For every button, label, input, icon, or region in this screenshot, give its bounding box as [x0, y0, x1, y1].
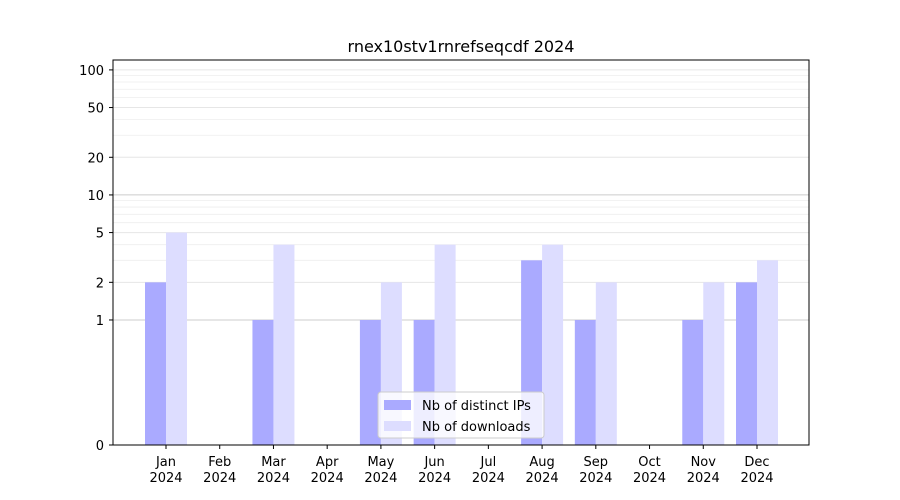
- x-tick-label-year: 2024: [472, 471, 505, 486]
- bar-downloads-aug: [542, 244, 564, 445]
- legend-swatch: [384, 400, 411, 410]
- bar-downloads-dec: [757, 260, 778, 445]
- bars: [145, 232, 778, 445]
- bar-distinct-ips-may: [359, 319, 381, 445]
- bar-downloads-mar: [273, 244, 295, 445]
- bar-distinct-ips-mar: [252, 319, 274, 445]
- legend-box: [377, 391, 545, 439]
- x-tick-label-year: 2024: [579, 471, 612, 486]
- x-tick-label-year: 2024: [418, 471, 451, 486]
- x-tick-label-year: 2024: [149, 471, 182, 486]
- x-tick-label-year: 2024: [526, 471, 559, 486]
- x-tick-label-month: Jan: [155, 455, 176, 470]
- x-tick-label-month: Jul: [480, 455, 497, 470]
- axes: 0125102050100Jan2024Feb2024Mar2024Apr202…: [79, 59, 810, 486]
- chart-title: rnex10stv1rnrefseqcdf 2024: [348, 37, 575, 56]
- x-tick-label-month: Feb: [208, 455, 231, 470]
- y-tick-label: 100: [79, 64, 104, 79]
- y-tick-label: 1: [96, 314, 104, 329]
- legend-label: Nb of downloads: [422, 420, 531, 435]
- bar-distinct-ips-jan: [145, 282, 166, 445]
- plot-frame: [112, 59, 810, 446]
- x-tick-label-month: Oct: [638, 455, 660, 470]
- y-tick-label: 50: [87, 102, 104, 117]
- x-tick-label-month: Aug: [529, 455, 554, 470]
- x-tick-label-month: Jun: [423, 455, 444, 470]
- y-tick-label: 5: [96, 227, 104, 242]
- x-tick-label-year: 2024: [203, 471, 236, 486]
- x-tick-label-year: 2024: [311, 471, 344, 486]
- bar-downloads-sep: [595, 282, 617, 445]
- x-tick-label-year: 2024: [633, 471, 666, 486]
- bar-distinct-ips-nov: [682, 319, 704, 445]
- y-tick-label: 20: [87, 151, 104, 166]
- x-tick-label-year: 2024: [740, 471, 773, 486]
- bar-downloads-nov: [703, 282, 725, 445]
- x-tick-label-month: Nov: [691, 455, 717, 470]
- legend-swatch: [384, 421, 411, 431]
- x-tick-label-month: May: [367, 455, 394, 470]
- legend: Nb of distinct IPs Nb of downloads: [377, 391, 545, 439]
- y-tick-label: 2: [96, 276, 104, 291]
- bar-distinct-ips-dec: [736, 282, 757, 445]
- x-tick-label-year: 2024: [687, 471, 720, 486]
- x-tick-label-month: Mar: [261, 455, 286, 470]
- bar-downloads-jan: [166, 232, 187, 445]
- x-tick-label-month: Dec: [744, 455, 769, 470]
- x-tick-label-month: Apr: [316, 455, 339, 470]
- grid-lines: [113, 69, 809, 321]
- y-tick-label: 0: [96, 439, 104, 454]
- bar-distinct-ips-sep: [574, 319, 596, 445]
- x-tick-label-month: Sep: [584, 455, 609, 470]
- x-tick-label-year: 2024: [257, 471, 290, 486]
- x-tick-label-year: 2024: [364, 471, 397, 486]
- legend-label: Nb of distinct IPs: [422, 399, 531, 414]
- y-tick-label: 10: [87, 189, 104, 204]
